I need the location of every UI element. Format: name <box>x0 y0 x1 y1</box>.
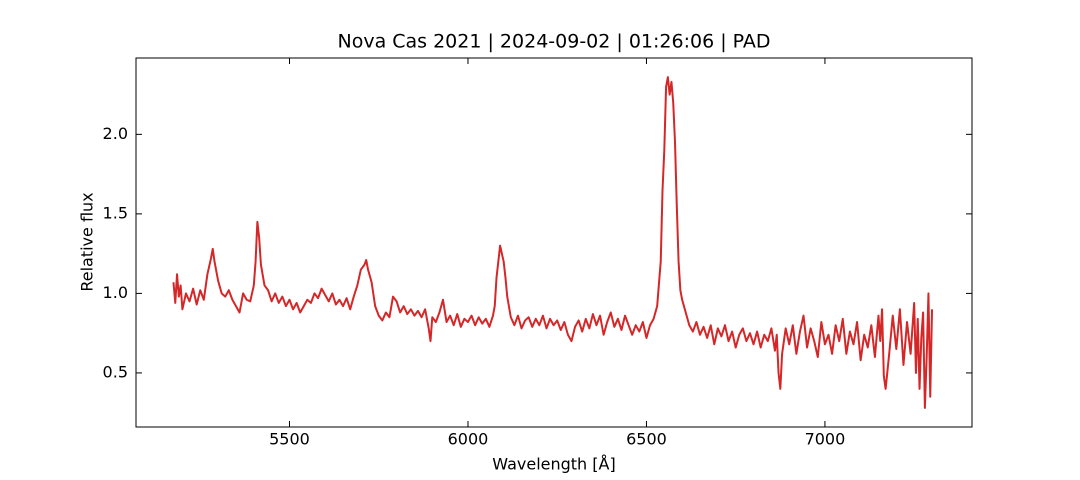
x-tick-label: 6500 <box>626 430 667 449</box>
plot-frame <box>135 57 973 428</box>
x-tick-label: 6000 <box>448 430 489 449</box>
x-axis-label: Wavelength [Å] <box>492 455 615 474</box>
spectrum-line <box>172 76 934 409</box>
x-tick-label: 7000 <box>805 430 846 449</box>
x-tick-label: 5500 <box>269 430 310 449</box>
y-tick-label: 0.5 <box>103 362 128 381</box>
y-tick-label: 1.0 <box>103 283 128 302</box>
y-axis-label: Relative flux <box>78 192 97 291</box>
y-tick-label: 2.0 <box>103 124 128 143</box>
chart-title: Nova Cas 2021 | 2024-09-02 | 01:26:06 | … <box>337 31 770 53</box>
y-tick-label: 1.5 <box>103 203 128 222</box>
